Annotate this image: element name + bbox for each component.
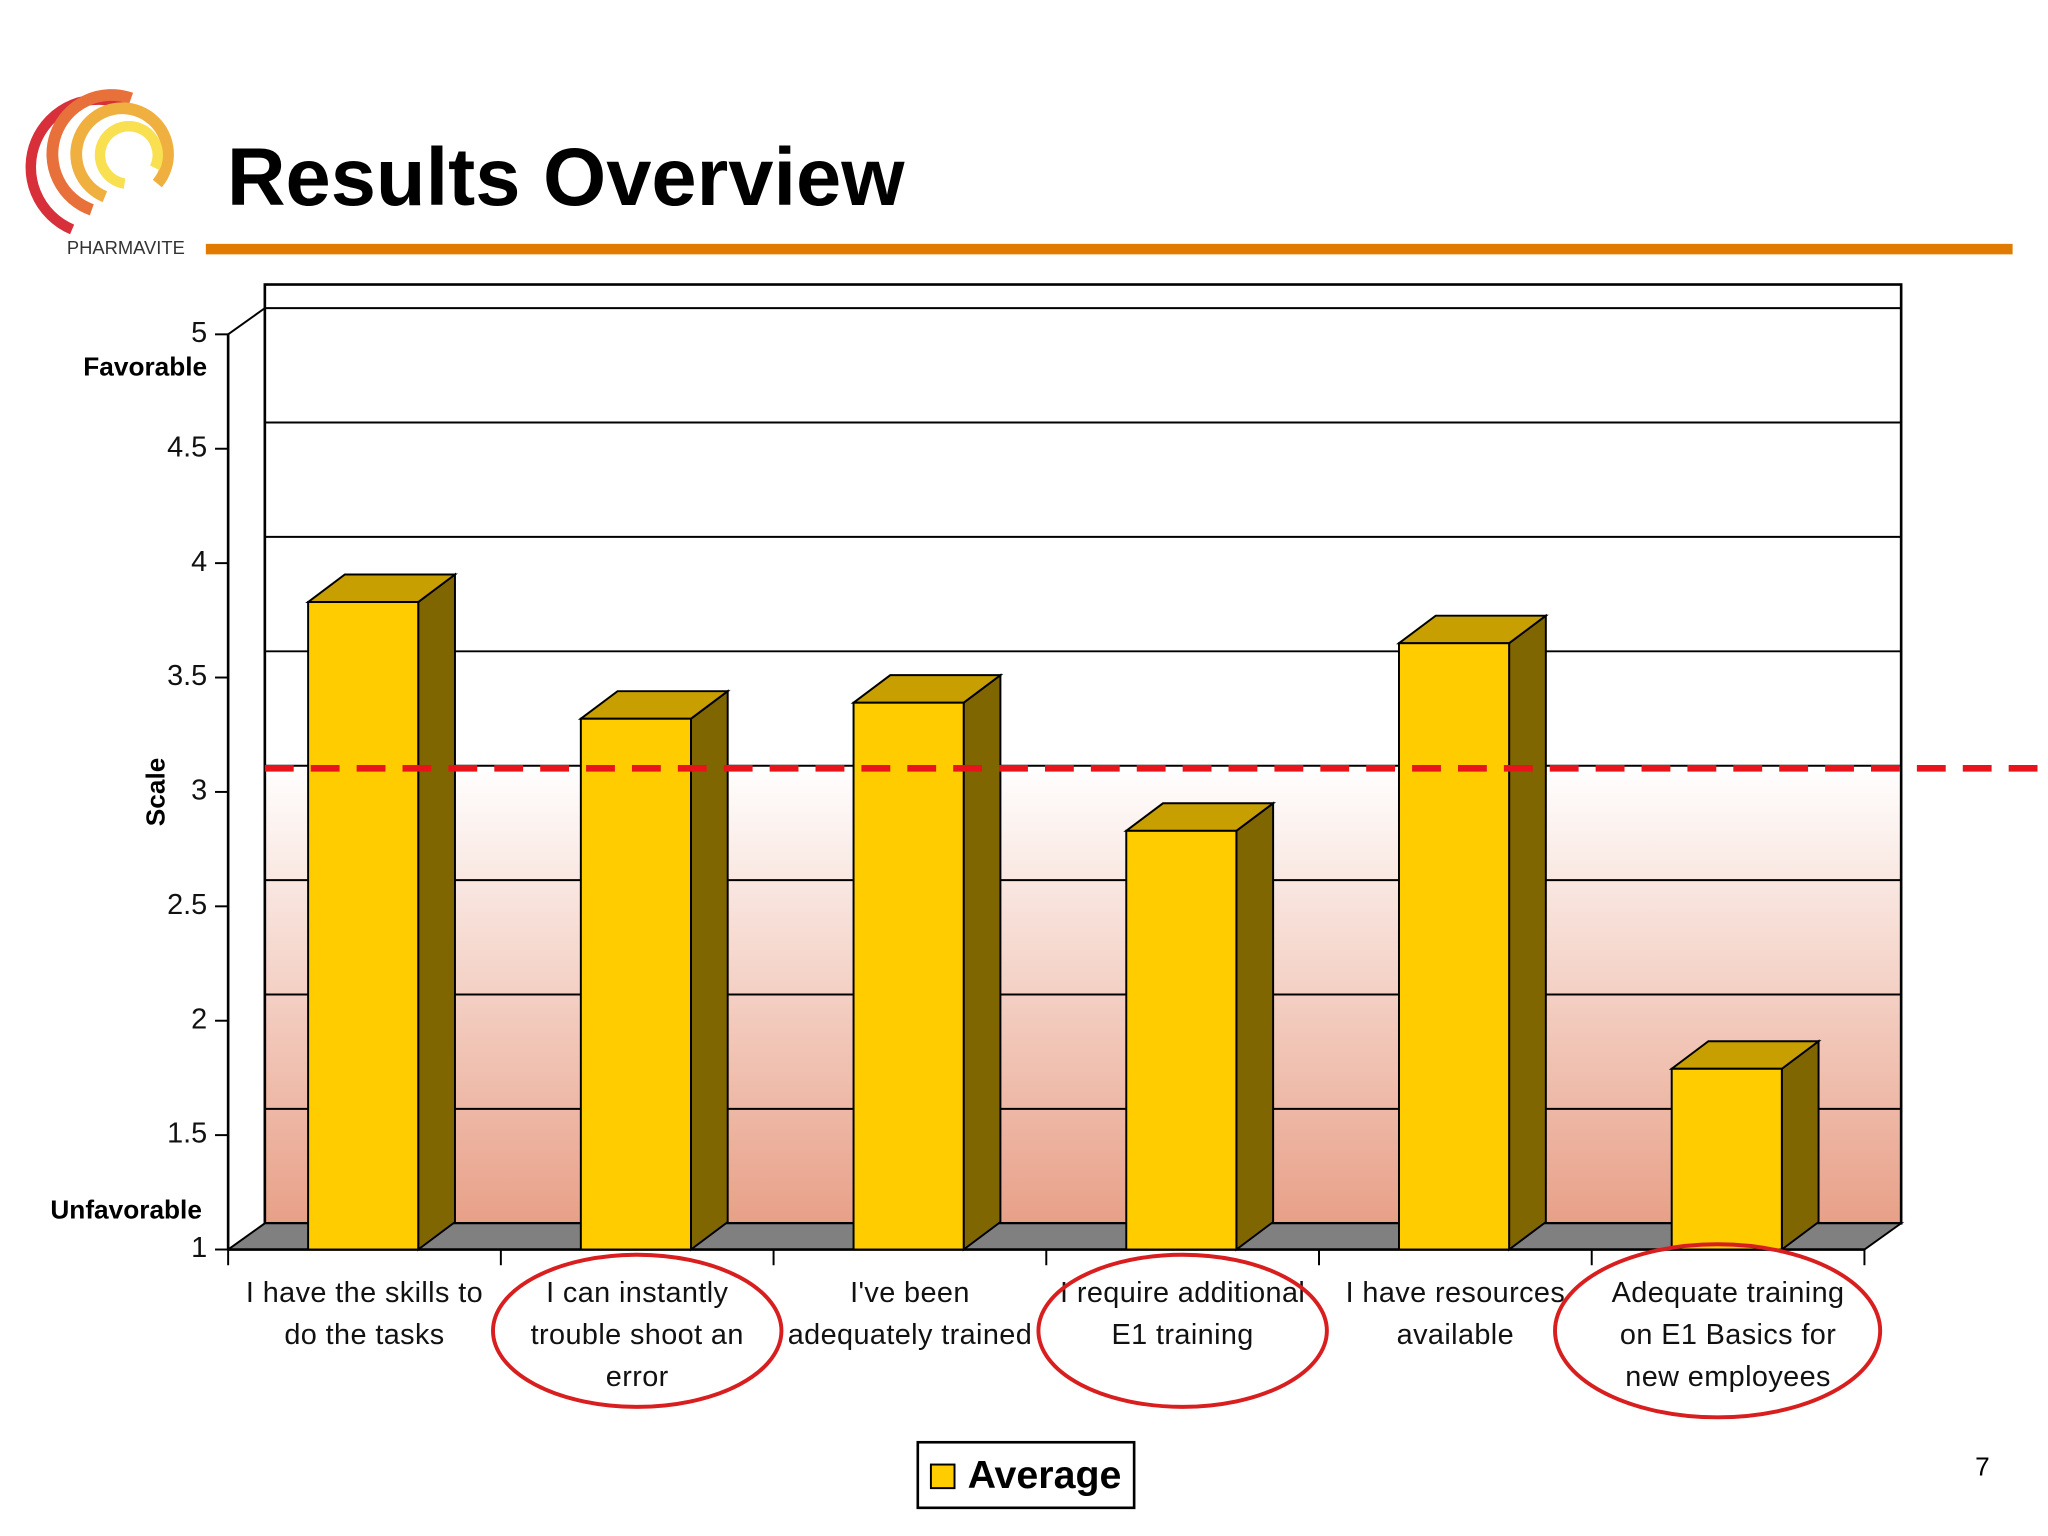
bottom-label: Unfavorable [50, 1194, 202, 1224]
logo-text: PHARMAVITE [67, 237, 185, 258]
title-rule [205, 243, 2013, 255]
x-tick-label: Adequate training on E1 Basics for new e… [1611, 1275, 1845, 1393]
bar-side [1235, 801, 1275, 1252]
bar-side [417, 572, 456, 1252]
bar [1396, 613, 1549, 1252]
y-tick-label: 4.5 [167, 431, 207, 463]
bar-side [962, 673, 1002, 1252]
y-tick-label: 2 [191, 1003, 207, 1035]
x-tick-label: I have the skills to do the tasks [245, 1275, 484, 1351]
x-label-box: I have resources available [1345, 1275, 1566, 1351]
y-tick-label: 3 [191, 775, 207, 807]
x-label-box: I can instantly trouble shoot an error [530, 1275, 744, 1393]
y-tick-label: 4 [191, 546, 207, 578]
y-axis-label: Scale [140, 758, 170, 827]
x-tick-label: I have resources available [1345, 1275, 1566, 1351]
x-tick-label: I require additional E1 training [1060, 1275, 1306, 1351]
legend-box [916, 1440, 1136, 1510]
bar-front [307, 601, 420, 1251]
legend-label: Average [968, 1453, 1122, 1497]
bar-front [1670, 1067, 1783, 1251]
bar [1668, 1039, 1822, 1252]
bar-front [1125, 829, 1238, 1251]
y-tick-label: 1 [191, 1232, 207, 1264]
logo [25, 89, 174, 235]
bar [305, 572, 458, 1252]
highlight-circle [491, 1252, 784, 1409]
x-label-box: I've been adequately trained [787, 1275, 1033, 1351]
page-number: 7 [1975, 1451, 1990, 1481]
highlight-circle [1553, 1242, 1883, 1420]
x-label-box: I require additional E1 training [1060, 1275, 1306, 1351]
bar [1123, 801, 1277, 1252]
title: Results Overview [227, 132, 905, 223]
x-tick-label: I've been adequately trained [787, 1275, 1033, 1351]
bar-side [1780, 1039, 1820, 1252]
legend-swatch [929, 1463, 956, 1490]
top-label: Favorable [83, 351, 207, 381]
y-tick-label: 1.5 [167, 1118, 207, 1150]
bar-front [852, 701, 965, 1251]
y-tick-label: 2.5 [167, 889, 207, 921]
bar-side [689, 689, 729, 1252]
x-label-box: Adequate training on E1 Basics for new e… [1611, 1275, 1845, 1393]
bar [850, 673, 1004, 1252]
bar [577, 689, 731, 1252]
x-label-box: I have the skills to do the tasks [245, 1275, 484, 1351]
floor [225, 1222, 1905, 1251]
bar-front [1398, 642, 1511, 1251]
bar-front [579, 717, 692, 1251]
y-tick-label: 3.5 [167, 660, 207, 692]
side-edge [227, 307, 266, 336]
bar-side [1508, 613, 1547, 1252]
y-tick-label: 5 [191, 317, 207, 349]
highlight-circle [1036, 1252, 1329, 1409]
x-tick-label: I can instantly trouble shoot an error [530, 1275, 744, 1393]
